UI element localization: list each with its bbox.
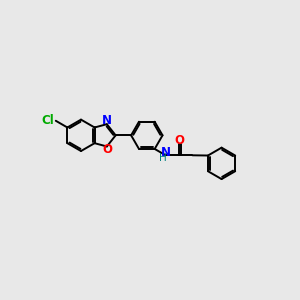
Text: O: O <box>174 134 184 147</box>
Text: N: N <box>161 146 171 160</box>
Text: Cl: Cl <box>41 114 54 127</box>
Text: N: N <box>102 115 112 128</box>
Text: O: O <box>102 143 112 156</box>
Text: H: H <box>160 153 167 163</box>
